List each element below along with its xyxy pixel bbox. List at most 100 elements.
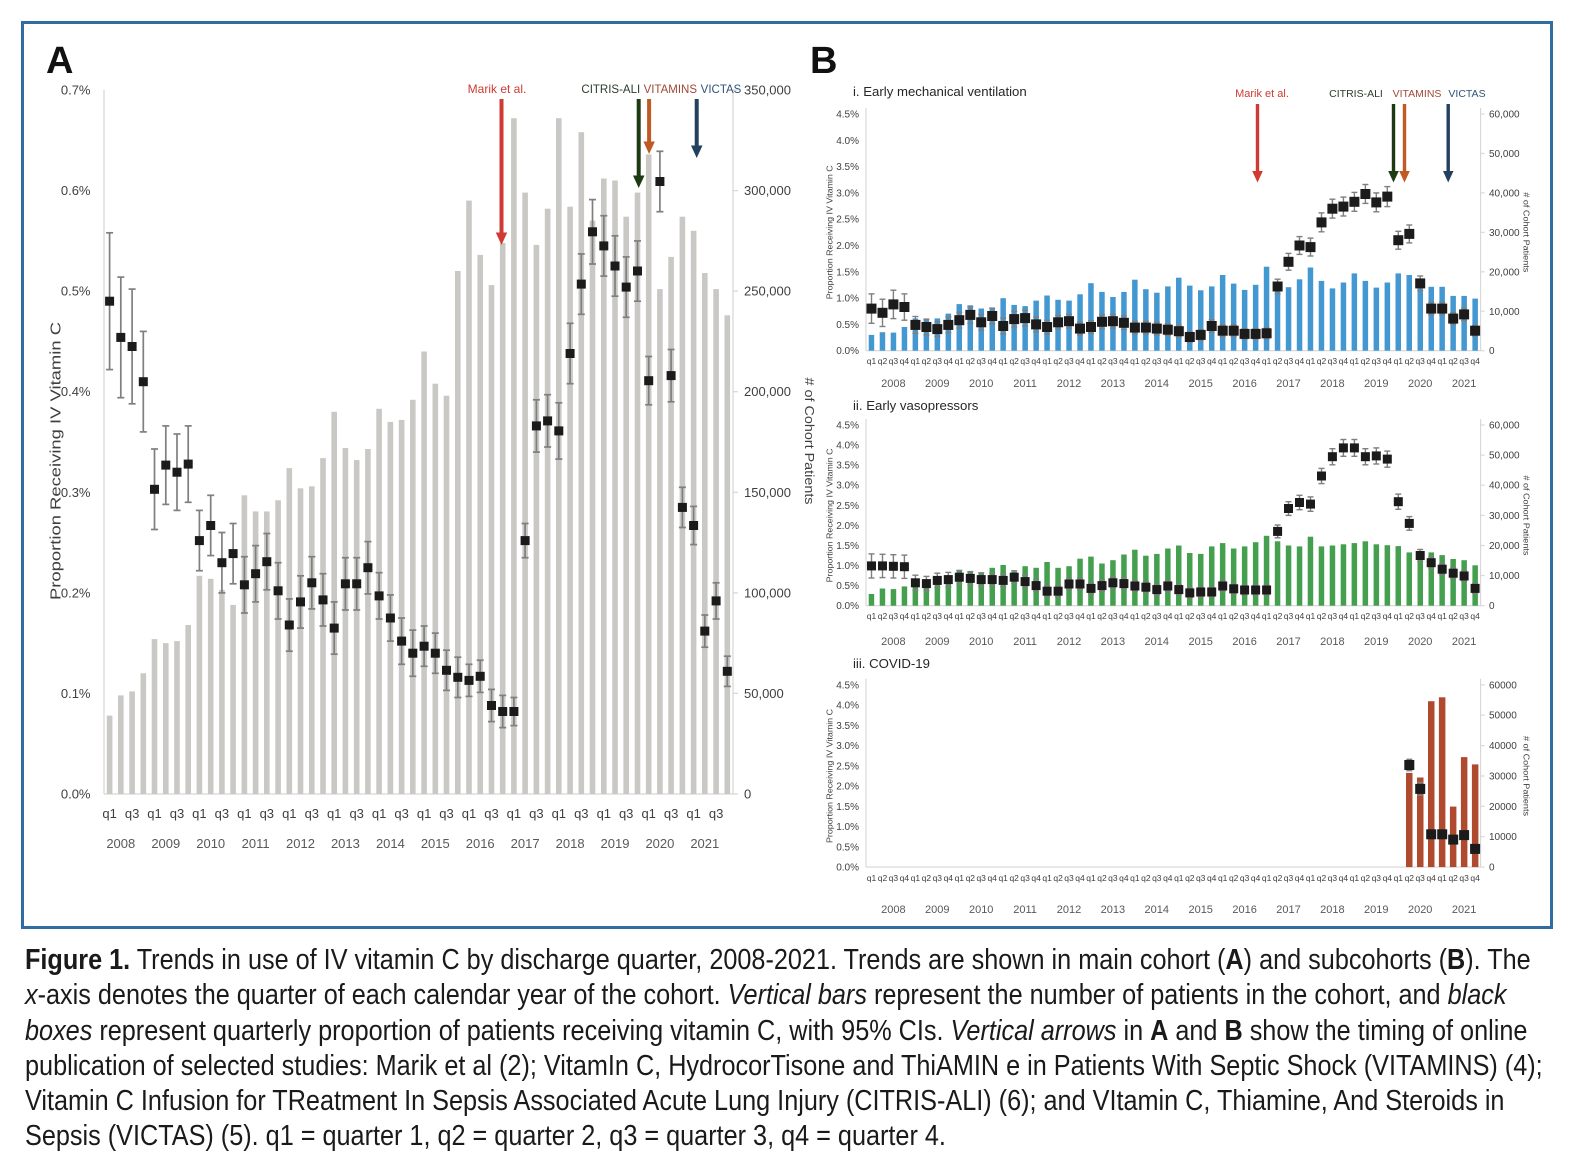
svg-text:q2: q2 — [1273, 611, 1283, 621]
svg-text:50,000: 50,000 — [744, 686, 784, 701]
svg-text:2013: 2013 — [1101, 904, 1125, 916]
svg-text:q4: q4 — [1207, 873, 1217, 883]
svg-text:4.5%: 4.5% — [836, 110, 859, 121]
svg-text:q3: q3 — [1415, 356, 1425, 366]
svg-text:Marik et al.: Marik et al. — [1235, 88, 1289, 100]
svg-text:q1: q1 — [911, 611, 921, 621]
svg-text:2009: 2009 — [151, 836, 180, 851]
svg-text:VICTAS: VICTAS — [701, 84, 742, 96]
svg-text:q4: q4 — [1075, 611, 1085, 621]
svg-text:q1: q1 — [102, 806, 116, 821]
svg-text:q3: q3 — [709, 806, 723, 821]
svg-text:VICTAS: VICTAS — [1448, 88, 1485, 100]
svg-text:q3: q3 — [1064, 611, 1074, 621]
svg-text:q4: q4 — [1251, 611, 1261, 621]
svg-text:30,000: 30,000 — [1489, 511, 1520, 522]
svg-text:2017: 2017 — [511, 836, 540, 851]
svg-text:q3: q3 — [1372, 356, 1382, 366]
svg-text:q1: q1 — [1086, 356, 1096, 366]
svg-text:q2: q2 — [1097, 611, 1107, 621]
svg-text:2016: 2016 — [1232, 378, 1256, 390]
svg-text:q2: q2 — [1009, 611, 1019, 621]
svg-text:q3: q3 — [1328, 873, 1338, 883]
svg-text:q2: q2 — [922, 611, 932, 621]
svg-text:0: 0 — [744, 787, 751, 802]
svg-text:q1: q1 — [955, 356, 965, 366]
svg-text:0: 0 — [1489, 601, 1495, 612]
svg-text:q3: q3 — [1196, 611, 1206, 621]
svg-text:2009: 2009 — [925, 636, 949, 648]
svg-text:q4: q4 — [1470, 356, 1480, 366]
svg-text:q3: q3 — [1284, 356, 1294, 366]
svg-text:q2: q2 — [922, 873, 932, 883]
svg-text:iii. COVID-19: iii. COVID-19 — [853, 656, 930, 671]
svg-text:Marik et al.: Marik et al. — [468, 82, 527, 96]
svg-text:q3: q3 — [889, 873, 899, 883]
svg-text:q1: q1 — [955, 611, 965, 621]
svg-text:q3: q3 — [1240, 873, 1250, 883]
svg-text:q1: q1 — [867, 611, 877, 621]
svg-text:q3: q3 — [394, 806, 408, 821]
svg-text:30,000: 30,000 — [1489, 228, 1520, 239]
svg-text:ii. Early vasopressors: ii. Early vasopressors — [853, 398, 979, 413]
svg-text:2011: 2011 — [1013, 636, 1037, 648]
svg-text:q1: q1 — [1262, 356, 1272, 366]
svg-text:50000: 50000 — [1489, 711, 1517, 722]
svg-text:q1: q1 — [998, 873, 1008, 883]
svg-text:2.0%: 2.0% — [836, 521, 859, 532]
svg-text:1.0%: 1.0% — [836, 822, 859, 833]
svg-text:q1: q1 — [1130, 611, 1140, 621]
svg-text:0.5%: 0.5% — [836, 581, 859, 592]
svg-text:q2: q2 — [1273, 356, 1283, 366]
svg-text:2.5%: 2.5% — [836, 501, 859, 512]
svg-text:q1: q1 — [1130, 873, 1140, 883]
svg-text:q2: q2 — [1448, 356, 1458, 366]
svg-text:q3: q3 — [1328, 611, 1338, 621]
svg-text:q2: q2 — [1361, 873, 1371, 883]
svg-text:q3: q3 — [1459, 356, 1469, 366]
svg-text:q1: q1 — [417, 806, 431, 821]
svg-text:q1: q1 — [1350, 356, 1360, 366]
svg-text:q1: q1 — [462, 806, 476, 821]
svg-text:q4: q4 — [1119, 873, 1129, 883]
svg-text:q1: q1 — [507, 806, 521, 821]
svg-text:q2: q2 — [878, 611, 888, 621]
svg-text:q4: q4 — [1426, 356, 1436, 366]
svg-text:q2: q2 — [1053, 611, 1063, 621]
svg-text:2.5%: 2.5% — [836, 215, 859, 226]
svg-text:q3: q3 — [1372, 873, 1382, 883]
svg-text:q4: q4 — [1031, 873, 1041, 883]
svg-text:q3: q3 — [260, 806, 274, 821]
svg-text:q1: q1 — [1394, 611, 1404, 621]
svg-text:2016: 2016 — [1232, 636, 1256, 648]
svg-text:0.5%: 0.5% — [61, 284, 91, 299]
svg-text:150,000: 150,000 — [744, 485, 791, 500]
svg-text:q1: q1 — [372, 806, 386, 821]
svg-text:q3: q3 — [215, 806, 229, 821]
svg-text:250,000: 250,000 — [744, 284, 791, 299]
svg-text:q4: q4 — [1251, 356, 1261, 366]
svg-text:q4: q4 — [1470, 873, 1480, 883]
svg-text:2018: 2018 — [1320, 636, 1344, 648]
svg-text:q1: q1 — [1218, 873, 1228, 883]
svg-text:q2: q2 — [1448, 873, 1458, 883]
svg-text:2016: 2016 — [466, 836, 495, 851]
svg-text:q1: q1 — [1437, 611, 1447, 621]
svg-text:q1: q1 — [1262, 873, 1272, 883]
svg-text:q1: q1 — [1042, 873, 1052, 883]
svg-text:q4: q4 — [1207, 356, 1217, 366]
svg-text:0.2%: 0.2% — [61, 585, 91, 600]
svg-text:q2: q2 — [1317, 356, 1327, 366]
svg-text:2019: 2019 — [1364, 636, 1388, 648]
svg-text:q4: q4 — [987, 356, 997, 366]
svg-text:60,000: 60,000 — [1489, 110, 1520, 121]
svg-text:q2: q2 — [878, 356, 888, 366]
svg-text:q1: q1 — [1306, 356, 1316, 366]
svg-text:q2: q2 — [1053, 356, 1063, 366]
svg-text:2014: 2014 — [376, 836, 405, 851]
svg-text:q2: q2 — [1361, 356, 1371, 366]
svg-text:2010: 2010 — [969, 378, 993, 390]
svg-text:q4: q4 — [1207, 611, 1217, 621]
svg-text:q1: q1 — [597, 806, 611, 821]
svg-text:0: 0 — [1489, 346, 1495, 357]
